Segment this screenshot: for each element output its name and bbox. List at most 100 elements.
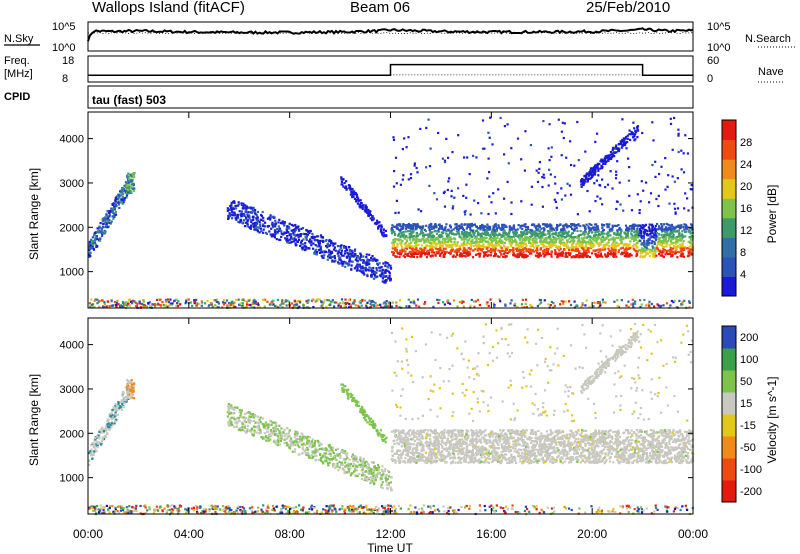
data-cell [241, 302, 244, 305]
data-cell [523, 253, 526, 256]
data-cell [446, 233, 450, 236]
noise-frame [87, 21, 694, 52]
data-cell [314, 244, 317, 247]
data-cell [466, 223, 469, 226]
data-cell [678, 235, 681, 238]
data-cell [564, 253, 567, 256]
data-cell [100, 428, 103, 431]
data-cell [525, 249, 528, 252]
data-cell [269, 214, 272, 217]
data-cell [142, 299, 145, 302]
data-cell [558, 249, 561, 252]
data-cell [198, 302, 201, 306]
data-cell [230, 208, 233, 212]
data-cell [233, 200, 236, 203]
data-cell [246, 219, 250, 222]
data-cell [230, 204, 233, 207]
data-cell [443, 228, 446, 231]
data-cell [583, 233, 586, 236]
data-cell [376, 219, 379, 222]
colorbar-tick-label: 28 [740, 137, 752, 149]
data-cell [121, 197, 124, 200]
data-cell [588, 242, 591, 246]
data-cell [281, 306, 284, 309]
data-cell [454, 238, 457, 241]
data-cell [398, 299, 402, 302]
data-cell [597, 251, 600, 254]
data-cell [319, 247, 322, 250]
data-cell [599, 242, 602, 245]
data-cell [535, 229, 538, 232]
data-cell [99, 222, 102, 225]
data-cell [105, 428, 108, 431]
data-cell [512, 225, 515, 228]
data-cell [136, 302, 139, 305]
data-cell [96, 435, 99, 438]
data-cell [302, 304, 305, 307]
data-cell [594, 200, 597, 203]
data-cell [482, 251, 485, 254]
data-cell [636, 127, 639, 130]
data-cell [262, 224, 265, 227]
data-cell [671, 225, 674, 228]
data-cell [138, 302, 141, 305]
data-cell [388, 272, 391, 275]
data-cell [288, 232, 291, 235]
data-cell [484, 229, 487, 232]
data-cell [635, 245, 638, 248]
data-cell [397, 224, 400, 227]
data-cell [690, 245, 694, 248]
data-cell [297, 236, 300, 239]
data-cell [217, 302, 220, 305]
data-cell [636, 233, 639, 237]
data-cell [649, 232, 652, 235]
data-cell [365, 304, 368, 308]
data-cell [371, 255, 374, 258]
data-cell [332, 244, 335, 247]
data-cell [284, 300, 287, 303]
data-cell [108, 428, 111, 431]
data-cell [684, 235, 687, 238]
data-cell [345, 188, 348, 191]
data-cell [508, 242, 511, 245]
data-cell [570, 237, 574, 240]
data-cell [168, 304, 171, 307]
data-cell [103, 436, 106, 439]
data-cell [123, 199, 126, 202]
data-cell [456, 241, 459, 244]
data-cell [111, 203, 114, 206]
data-cell [121, 402, 124, 406]
data-cell [148, 301, 151, 304]
data-cell [355, 196, 359, 199]
data-cell [629, 224, 633, 228]
data-cell [541, 235, 544, 238]
data-cell [565, 244, 568, 247]
data-cell [687, 240, 690, 243]
data-cell [513, 228, 516, 231]
data-cell [394, 211, 397, 215]
noise-search-line [87, 31, 693, 35]
data-cell [638, 249, 641, 252]
data-cell [584, 174, 587, 177]
data-cell [369, 217, 372, 220]
data-cell [400, 231, 403, 234]
data-cell [317, 242, 320, 245]
data-cell [493, 250, 496, 253]
data-cell [407, 254, 410, 257]
data-cell [340, 244, 343, 247]
data-cell [372, 269, 375, 272]
data-cell [214, 304, 217, 307]
data-cell [331, 255, 334, 258]
data-cell [541, 242, 544, 245]
data-cell [623, 249, 626, 252]
data-cell [588, 222, 591, 226]
data-cell [397, 211, 400, 214]
data-cell [609, 170, 612, 173]
data-cell [597, 244, 600, 247]
data-cell [631, 298, 634, 301]
data-cell [671, 232, 674, 235]
data-cell [299, 301, 302, 304]
data-cell [596, 254, 600, 257]
data-cell [131, 179, 134, 182]
data-cell [411, 239, 414, 242]
